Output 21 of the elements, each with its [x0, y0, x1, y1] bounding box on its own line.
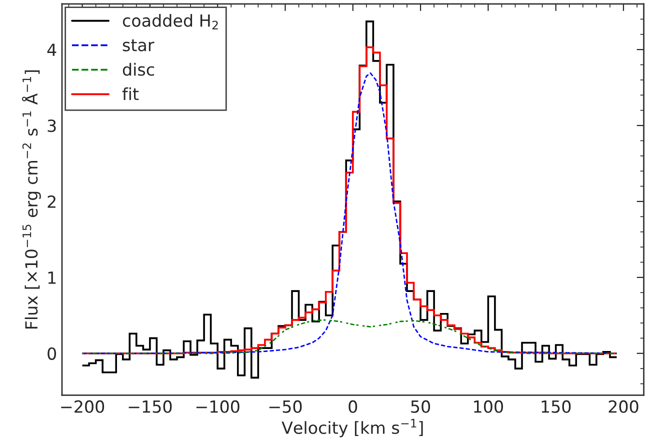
- x-tick-label: 150: [542, 400, 571, 413]
- y-tick-label: 3: [48, 119, 56, 132]
- x-tick-label: 0: [348, 400, 358, 413]
- x-axis-title: Velocity [km s$^{−1}$]: [282, 418, 423, 438]
- y-tick-label: 0: [48, 347, 56, 360]
- x-tick-label: −50: [269, 400, 302, 413]
- x-tick-label: −200: [61, 400, 104, 413]
- x-tick-label: 50: [411, 400, 430, 413]
- legend-label: fit: [122, 87, 139, 100]
- text: Flux [×10$^{−15}$ erg cm$^{−2}$ s$^{−1}$ Å$^{−1}$]: [22, 70, 41, 329]
- legend-label: disc: [122, 62, 154, 76]
- y-tick-label: 2: [48, 195, 56, 208]
- y-tick-label: 1: [48, 272, 56, 284]
- x-tick-label: −100: [196, 400, 240, 413]
- legend-label: coadded H$_{2}$: [122, 14, 218, 30]
- x-tick-label: 200: [608, 400, 638, 413]
- x-tick-label: −150: [128, 400, 172, 413]
- x-tick-label: 100: [474, 400, 503, 413]
- line-series: [82, 319, 618, 354]
- y-tick-label: 4: [47, 44, 56, 56]
- legend-label: star: [122, 39, 154, 52]
